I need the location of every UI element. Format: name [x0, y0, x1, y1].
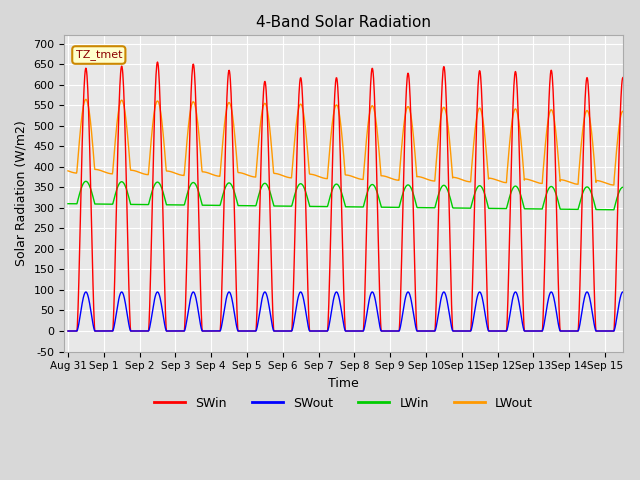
Y-axis label: Solar Radiation (W/m2): Solar Radiation (W/m2)	[15, 120, 28, 266]
Title: 4-Band Solar Radiation: 4-Band Solar Radiation	[256, 15, 431, 30]
X-axis label: Time: Time	[328, 377, 359, 390]
Legend: SWin, SWout, LWin, LWout: SWin, SWout, LWin, LWout	[149, 392, 538, 415]
Text: TZ_tmet: TZ_tmet	[76, 49, 122, 60]
